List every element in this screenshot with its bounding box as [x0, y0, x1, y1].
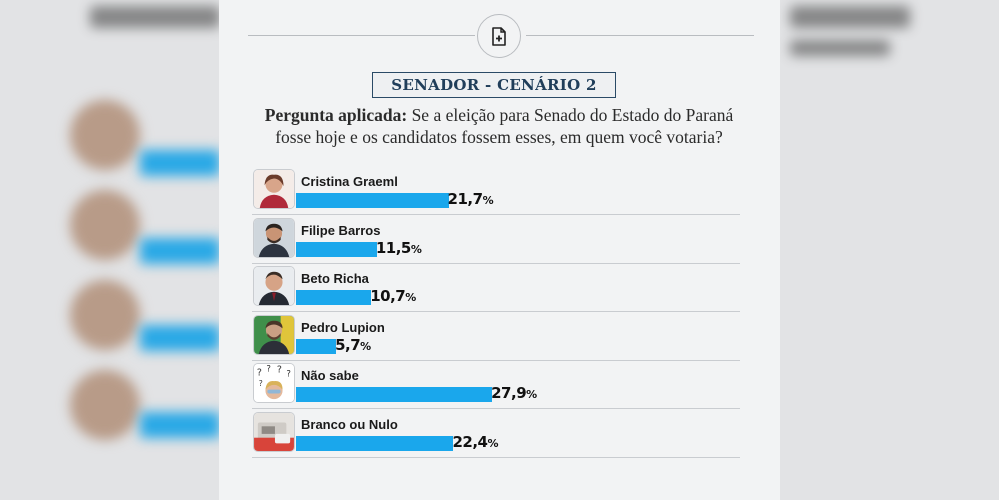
bar [296, 290, 372, 305]
divider [248, 35, 475, 36]
candidate-photo [253, 217, 295, 258]
data-label: 10,7% [370, 287, 416, 305]
row-divider [252, 214, 740, 215]
svg-text:?: ? [266, 365, 271, 375]
data-label: 11,5% [375, 238, 422, 257]
svg-text:?: ? [259, 379, 263, 388]
svg-text:?: ? [257, 367, 262, 378]
row-divider [252, 311, 740, 312]
candidate-photo [253, 266, 295, 306]
bar-row: Beto Richa 10,7% [252, 264, 740, 312]
category-label: Filipe Barros [301, 222, 381, 238]
chart-title: SENADOR - CENÁRIO 2 [372, 72, 616, 98]
bar-row: Pedro Lupion 5,7% [252, 313, 740, 361]
background-right [780, 0, 999, 500]
candidate-photo [253, 314, 295, 355]
add-document-icon [477, 14, 521, 58]
bar [296, 193, 449, 208]
data-label: 21,7% [447, 190, 494, 208]
category-label: Beto Richa [301, 271, 369, 286]
bar [296, 338, 337, 354]
category-label: Cristina Graeml [301, 174, 398, 189]
row-divider [252, 456, 740, 458]
bar-row: Cristina Graeml 21,7% [252, 167, 740, 215]
question-text: Se a eleição para Senado do Estado do Pa… [275, 105, 734, 147]
row-divider [252, 359, 740, 361]
data-label: 5,7% [335, 335, 371, 354]
bar [296, 387, 493, 402]
data-label: 27,9% [491, 384, 537, 402]
bar [296, 435, 454, 451]
row-divider [252, 262, 740, 264]
bar [296, 241, 377, 257]
bar-row: ????? Não sabe 27,9% [252, 361, 740, 409]
category-label: Não sabe [301, 368, 359, 383]
svg-text:?: ? [277, 365, 282, 376]
question: Pergunta aplicada: Se a eleição para Sen… [259, 104, 739, 148]
svg-text:?: ? [286, 369, 291, 379]
category-label: Pedro Lupion [301, 319, 385, 335]
category-label: Branco ou Nulo [301, 416, 398, 432]
background-left [0, 0, 219, 500]
divider [526, 35, 754, 36]
candidate-photo [253, 169, 295, 209]
question-label: Pergunta aplicada: [264, 105, 408, 125]
bar-row: Branco ou Nulo 22,4% [252, 410, 740, 458]
row-divider [252, 408, 740, 409]
data-label: 22,4% [452, 432, 499, 451]
candidate-photo [253, 411, 295, 452]
bar-row: Filipe Barros 11,5% [252, 216, 740, 264]
poll-card: SENADOR - CENÁRIO 2 Pergunta aplicada: S… [219, 0, 780, 500]
candidate-photo: ????? [253, 363, 295, 403]
